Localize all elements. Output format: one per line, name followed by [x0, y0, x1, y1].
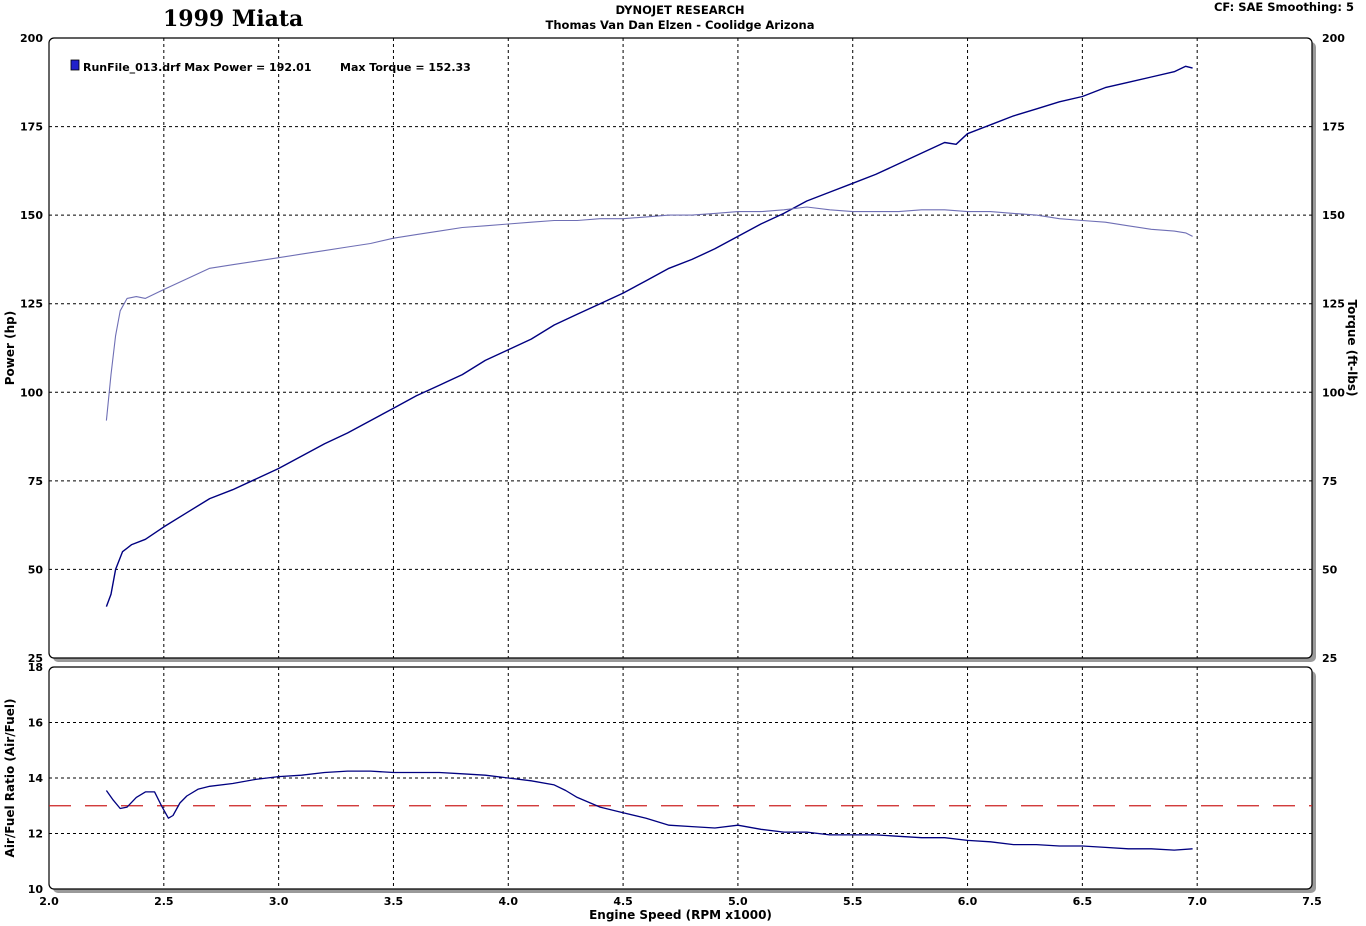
legend-entry-torque: Max Torque = 152.33 [340, 61, 471, 74]
header-company: DYNOJET RESEARCH [615, 3, 745, 17]
y2-tick-label: 200 [1322, 32, 1345, 45]
settings-label: CF: SAE Smoothing: 5 [1213, 0, 1354, 14]
afr-axis-label: Air/Fuel Ratio (Air/Fuel) [3, 699, 17, 858]
chart-title: 1999 Miata [163, 6, 304, 32]
afr-series-line [105, 770, 1193, 851]
afr-tick-label: 16 [28, 717, 44, 730]
header-location: Thomas Van Dan Elzen - Coolidge Arizona [545, 18, 815, 32]
y2-tick-label: 50 [1322, 563, 1338, 576]
x-tick-label: 4.0 [499, 895, 519, 908]
power-series-line [105, 65, 1193, 607]
afr-tick-label: 14 [28, 772, 44, 785]
x-tick-label: 5.0 [728, 895, 748, 908]
y-tick-label: 100 [20, 386, 43, 399]
y2-tick-label: 175 [1322, 121, 1345, 134]
y2-tick-label: 25 [1322, 652, 1337, 665]
afr-tick-label: 18 [28, 661, 43, 674]
y2-tick-label: 75 [1322, 475, 1337, 488]
afr-tick-label: 12 [28, 828, 43, 841]
y-tick-label: 50 [28, 563, 44, 576]
x-tick-label: 4.5 [613, 895, 633, 908]
y2-tick-label: 100 [1322, 386, 1345, 399]
y-tick-label: 75 [28, 475, 43, 488]
y-tick-label: 150 [20, 209, 43, 222]
y-tick-label: 175 [20, 121, 43, 134]
y-tick-label: 25 [28, 652, 43, 665]
y-axis-label: Power (hp) [3, 311, 17, 385]
y-tick-label: 125 [20, 298, 43, 311]
x-tick-label: 6.5 [1073, 895, 1093, 908]
x-axis-label: Engine Speed (RPM x1000) [589, 908, 772, 922]
x-tick-label: 2.0 [39, 895, 59, 908]
y-tick-label: 200 [20, 32, 43, 45]
legend-entry: RunFile_013.drf Max Power = 192.01 [83, 61, 312, 74]
x-tick-label: 2.5 [154, 895, 174, 908]
legend-swatch [70, 59, 80, 71]
x-tick-label: 3.0 [269, 895, 289, 908]
y2-axis-label: Torque (ft-lbs) [1345, 300, 1359, 397]
x-tick-label: 7.5 [1302, 895, 1322, 908]
x-tick-label: 6.0 [958, 895, 978, 908]
y2-tick-label: 125 [1322, 298, 1345, 311]
x-tick-label: 3.5 [384, 895, 404, 908]
y2-tick-label: 150 [1322, 209, 1345, 222]
x-tick-label: 5.5 [843, 895, 863, 908]
torque-series-line [105, 206, 1193, 421]
x-tick-label: 7.0 [1187, 895, 1207, 908]
afr-tick-label: 10 [28, 883, 44, 896]
power-panel [48, 37, 1313, 659]
